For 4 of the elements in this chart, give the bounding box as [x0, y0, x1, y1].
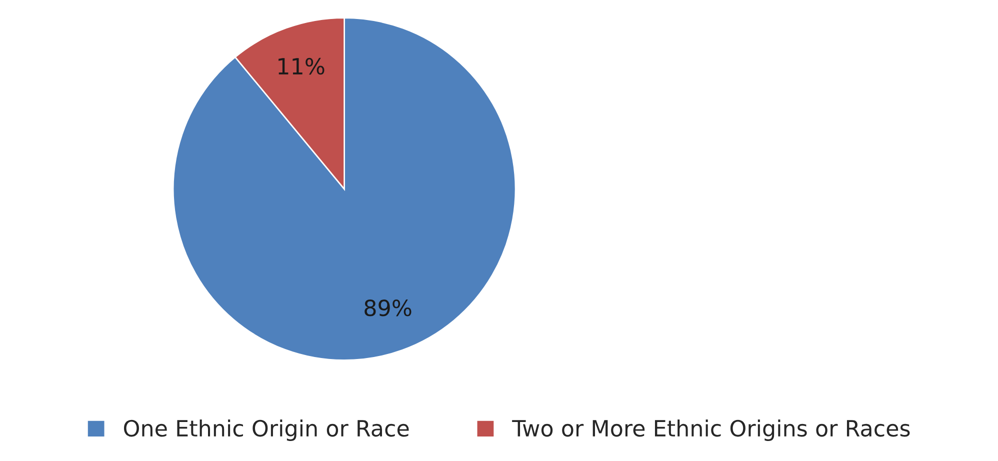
data-label: 11% — [278, 58, 324, 75]
legend-label: Two or More Ethnic Origins or Races — [512, 419, 910, 441]
data-label: 89% — [364, 299, 412, 316]
legend-label: One Ethnic Origin or Race — [124, 419, 409, 441]
